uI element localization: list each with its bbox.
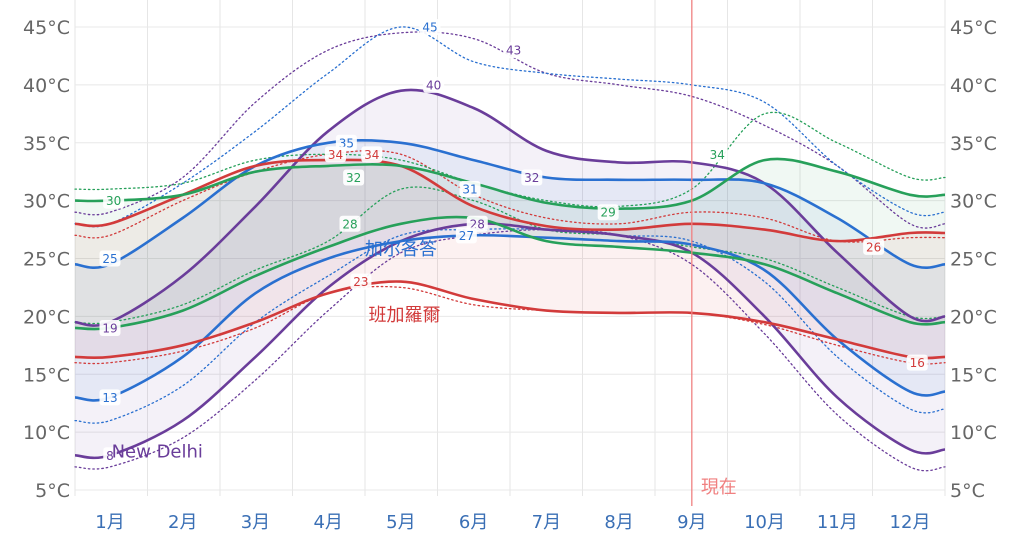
data-label: 8 bbox=[106, 449, 114, 463]
data-label-bg bbox=[103, 447, 117, 464]
x-tick-label: 11月 bbox=[817, 512, 858, 533]
y-tick-label-right: 20°C bbox=[950, 306, 997, 328]
y-tick-label-left: 45°C bbox=[23, 17, 70, 39]
band-New Delhi bbox=[75, 89, 945, 458]
series-name-label: 加尔各答 bbox=[365, 239, 437, 260]
x-tick-label: 4月 bbox=[313, 512, 342, 533]
y-tick-label-right: 15°C bbox=[950, 364, 997, 386]
data-label-bg bbox=[455, 227, 477, 244]
x-tick-label: 3月 bbox=[241, 512, 270, 533]
data-label: 43 bbox=[506, 44, 521, 58]
data-label-bg bbox=[706, 146, 728, 163]
x-tick-label: 2月 bbox=[168, 512, 197, 533]
y-tick-label-left: 20°C bbox=[23, 306, 70, 328]
band-series bbox=[75, 158, 945, 330]
avg-low-line bbox=[74, 222, 946, 460]
now-marker: 現在 bbox=[691, 0, 737, 506]
data-label-bg bbox=[906, 354, 928, 371]
y-tick-label-left: 25°C bbox=[23, 249, 70, 271]
record-low-line bbox=[74, 186, 946, 325]
now-label: 現在 bbox=[701, 477, 737, 498]
y-tick-label-right: 10°C bbox=[950, 422, 997, 444]
band-加尔各答 bbox=[75, 140, 945, 401]
y-tick-label-left: 35°C bbox=[23, 133, 70, 155]
avg-high-line bbox=[74, 158, 946, 243]
x-tick-label: 10月 bbox=[744, 512, 785, 533]
x-tick-label: 9月 bbox=[677, 512, 706, 533]
data-label: 32 bbox=[346, 171, 361, 185]
y-tick-label-right: 5°C bbox=[950, 480, 985, 502]
y-tick-label-right: 30°C bbox=[950, 191, 997, 213]
data-label-bg bbox=[350, 273, 372, 290]
data-label-bg bbox=[521, 169, 543, 186]
y-tick-label-right: 40°C bbox=[950, 75, 997, 97]
data-label-bg bbox=[99, 250, 121, 267]
data-label-bg bbox=[597, 204, 619, 221]
x-tick-label: 1月 bbox=[95, 512, 124, 533]
data-label: 19 bbox=[102, 321, 117, 335]
data-label-bg bbox=[343, 169, 365, 186]
data-label: 25 bbox=[102, 252, 117, 266]
y-tick-label-left: 10°C bbox=[23, 422, 70, 444]
series-name-label: New Delhi bbox=[112, 442, 203, 463]
data-label-bg bbox=[339, 215, 361, 232]
avg-low-line bbox=[74, 233, 946, 402]
data-label-bg bbox=[361, 146, 383, 163]
avg-low-line bbox=[74, 280, 946, 360]
average-lines bbox=[74, 88, 946, 460]
x-tick-label: 5月 bbox=[386, 512, 415, 533]
x-tick-label: 6月 bbox=[459, 512, 488, 533]
y-tick-label-right: 45°C bbox=[950, 17, 997, 39]
data-label: 40 bbox=[426, 78, 441, 92]
record-high-line bbox=[74, 31, 946, 229]
data-label-bg bbox=[99, 389, 121, 406]
band-班加羅爾 bbox=[75, 159, 945, 359]
data-label: 27 bbox=[459, 229, 474, 243]
data-label-bg bbox=[503, 42, 525, 59]
series-name-label: 班加羅爾 bbox=[369, 305, 441, 326]
x-tick-label: 8月 bbox=[604, 512, 633, 533]
data-label-bg bbox=[423, 76, 445, 93]
y-tick-label-left: 5°C bbox=[35, 480, 70, 502]
data-label: 34 bbox=[364, 148, 379, 162]
data-label: 30 bbox=[106, 194, 121, 208]
data-label: 34 bbox=[710, 148, 725, 162]
data-label-bg bbox=[103, 192, 125, 209]
data-label-bg bbox=[99, 319, 121, 336]
data-label: 28 bbox=[342, 217, 357, 231]
data-label: 26 bbox=[866, 240, 881, 254]
data-label: 29 bbox=[601, 206, 616, 220]
y-tick-label-left: 40°C bbox=[23, 75, 70, 97]
data-label: 34 bbox=[328, 148, 343, 162]
axes: 5°C 5°C 10°C 10°C 15°C 15°C 20°C 20°C 25°C 25°C 30… bbox=[23, 17, 997, 533]
data-label-bg bbox=[419, 19, 441, 35]
y-tick-label-right: 25°C bbox=[950, 249, 997, 271]
data-label: 23 bbox=[353, 275, 368, 289]
avg-low-line bbox=[74, 215, 946, 331]
avg-high-line bbox=[74, 138, 946, 269]
data-label-bg bbox=[324, 146, 346, 163]
data-label: 13 bbox=[102, 391, 117, 405]
data-label-bg bbox=[459, 181, 481, 198]
data-label-bg bbox=[863, 238, 885, 255]
record-high-line bbox=[74, 26, 946, 228]
data-label: 32 bbox=[524, 171, 539, 185]
data-label: 31 bbox=[462, 183, 477, 197]
y-tick-label-left: 15°C bbox=[23, 364, 70, 386]
x-tick-label: 12月 bbox=[890, 512, 931, 533]
x-tick-label: 7月 bbox=[532, 512, 561, 533]
data-label: 45 bbox=[422, 21, 437, 35]
record-low-line bbox=[74, 228, 946, 472]
temperature-bands bbox=[75, 89, 945, 458]
y-tick-label-left: 30°C bbox=[23, 191, 70, 213]
y-tick-label-right: 35°C bbox=[950, 133, 997, 155]
data-label: 16 bbox=[910, 356, 925, 370]
avg-high-line bbox=[74, 157, 946, 211]
